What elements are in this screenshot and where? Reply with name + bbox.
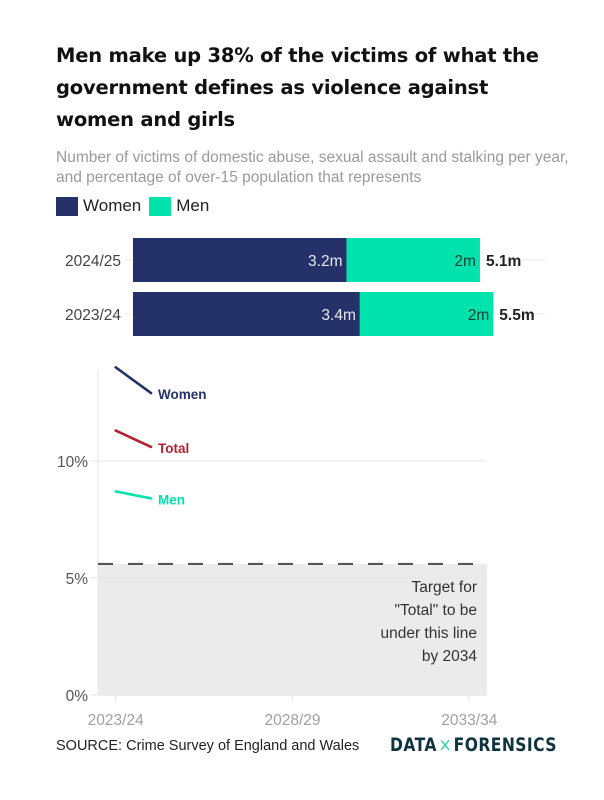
bar-value-label-men: 2m [468,307,490,324]
brand-forensics: FORENSICS [453,734,557,756]
target-annotation-line: under this line [380,625,477,642]
bar-category-label: 2024/25 [65,253,121,270]
bar-segment-men [359,292,494,336]
bar-segment-women [133,238,347,282]
bar-segment-women [133,292,360,336]
bar-category-label: 2023/24 [65,307,121,324]
bar-total-label: 5.1m [486,253,521,270]
chart-subtitle: Number of victims of domestic abuse, sex… [56,149,569,186]
series-label-women: Women [158,387,207,402]
bar-value-label-women: 3.4m [321,307,355,324]
legend-item-women: Women [56,196,141,216]
x-tick-label: 2023/24 [88,712,144,729]
line-series-women [114,366,153,395]
legend-label-men: Men [176,196,210,215]
y-tick-label: 0% [66,688,89,705]
target-annotation-line: by 2034 [422,648,478,665]
legend-swatch-women [56,196,78,216]
bar-total-label: 5.5m [499,307,534,324]
source-note: SOURCE: Crime Survey of England and Wale… [56,738,360,754]
bar-value-label-women: 3.2m [308,253,342,270]
series-label-total: Total [158,441,189,456]
target-annotation-line: "Total" to be [394,602,477,619]
legend-item-men: Men [149,196,209,216]
chart-title: Men make up 38% of the victims of what t… [56,44,539,131]
target-region [98,563,487,695]
brand-logo: DATA×FORENSICS [390,734,557,756]
bar-segment-men [346,238,480,282]
bar-value-label-men: 2m [454,253,476,270]
series-label-men: Men [158,492,185,507]
brand-data: DATA [390,734,437,756]
legend-label-women: Women [83,196,142,215]
target-annotation-line: Target for [412,579,477,596]
y-tick-label: 5% [66,571,89,588]
legend-swatch-men [149,196,172,216]
legend: Women Men [56,195,217,217]
line-series-total [114,429,153,449]
line-series-men [114,490,153,500]
y-tick-label: 10% [57,454,88,471]
brand-x-icon: × [438,734,453,756]
line-chart: 0% 5% 10% Target for "Total" to be under this… [57,366,498,729]
x-tick-label: 2028/29 [264,712,320,729]
x-tick-label: 2033/34 [441,712,497,729]
bar-chart: 2024/25 3.2m 2m 5.1m 2023/24 3.4m 2m 5.5m [65,238,545,336]
